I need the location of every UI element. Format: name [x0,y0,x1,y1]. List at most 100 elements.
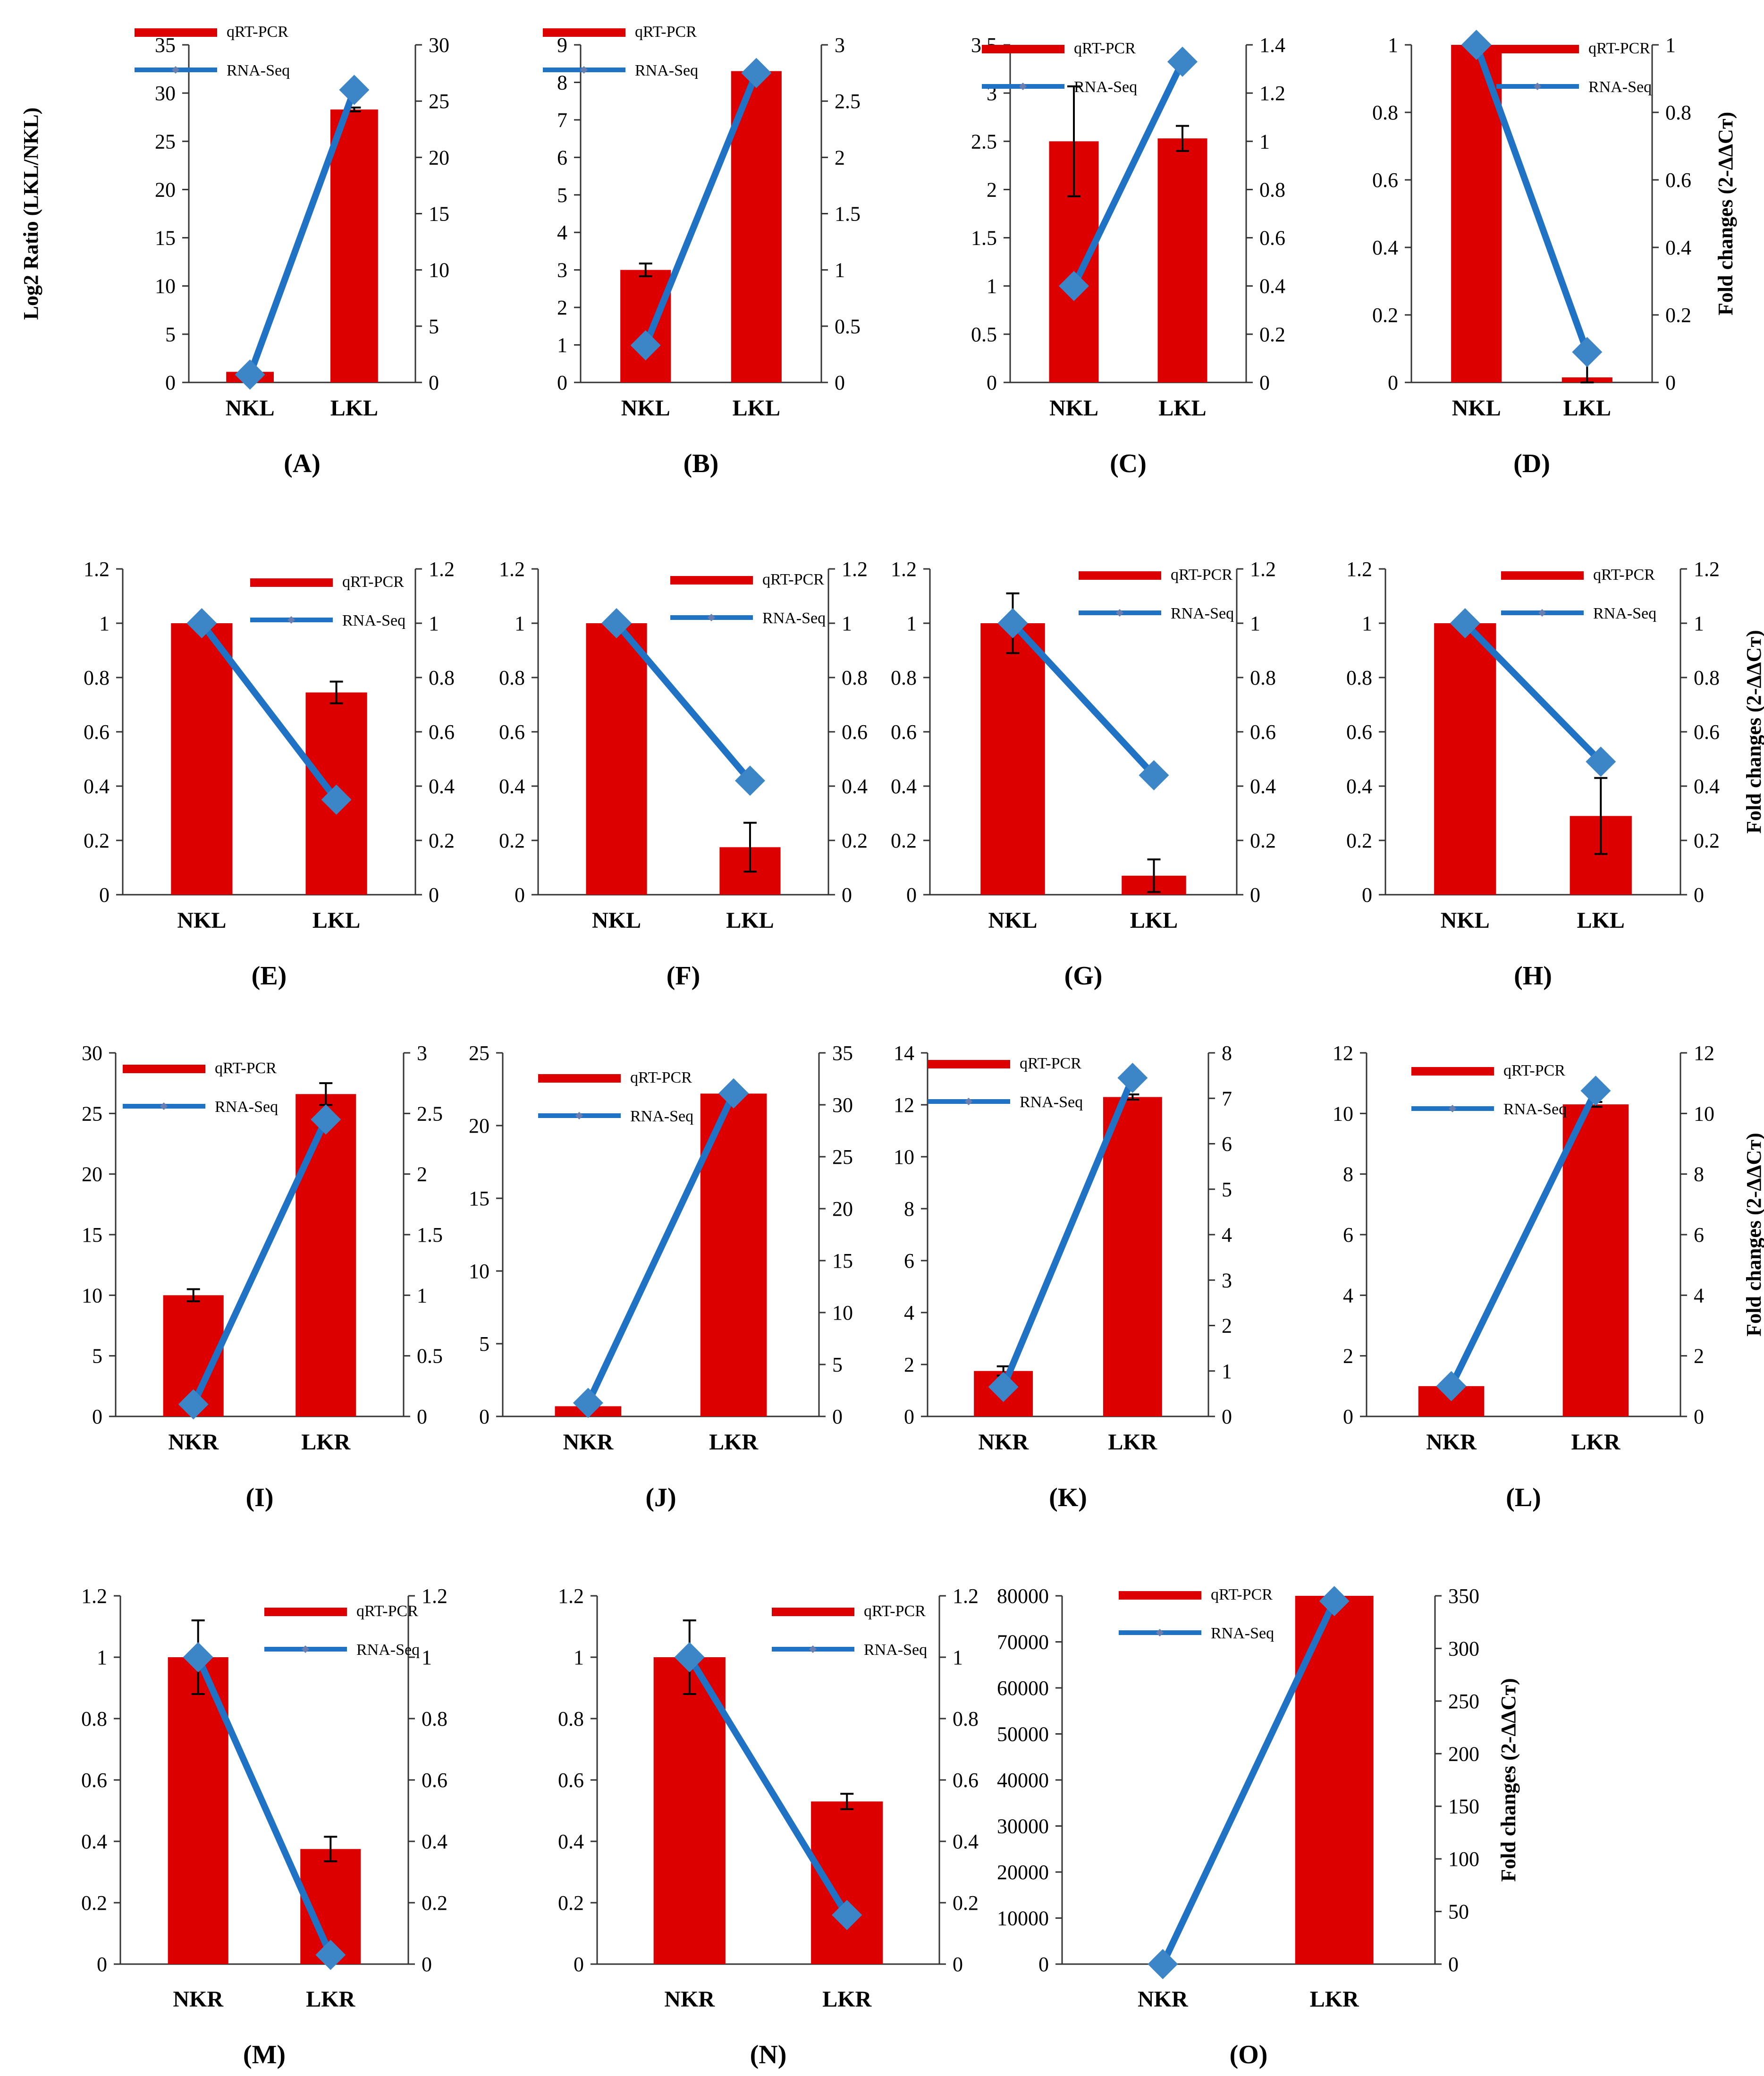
rna-seq-point-nkl [186,608,217,638]
rna-seq-line [686,1655,850,1917]
left-tick-label: 10 [894,1145,914,1169]
chart-panel-L: 0 2 4 6 8 10 12 0 2 4 6 8 10 12 NKR LKR qRT-PCR RNA-Seq (L… [1333,1042,1764,1512]
right-tick-label: 2.5 [417,1102,443,1125]
bar-lkr [811,1801,883,1964]
left-tick-label: 0.6 [81,1769,107,1792]
right-tick-label: 200 [1448,1742,1479,1765]
category-label: NKL [177,908,226,933]
category-label: LKL [1158,396,1206,421]
chart-panel-O: 0 10000 20000 30000 40000 50000 60000 70000 8000… [997,1585,1520,2069]
left-tick-label: 15 [82,1223,102,1246]
left-tick-label: 10 [1333,1102,1353,1125]
legend-bar-swatch [135,28,217,37]
legend-bar-swatch [982,45,1064,53]
left-tick-label: 6 [904,1249,914,1272]
left-tick-label: 3 [557,259,567,282]
rna-seq-point-lkr [1580,1076,1611,1106]
legend-bar-swatch [1119,1591,1201,1600]
rna-seq-point-nkr [573,1388,603,1418]
chart-panel-F: 0 0.2 0.4 0.6 0.8 1 1.2 0 0.2 0.4 0.6 0.8 1 1.2 NKL LKL… [499,558,868,991]
rna-seq-point-lkl [741,58,772,88]
right-tick-label: 0 [429,883,439,907]
left-tick-label: 1 [97,1646,107,1669]
left-tick-label: 60000 [997,1677,1049,1700]
rna-seq-point-lkl [1167,46,1198,77]
legend-line-marker [1019,83,1027,90]
right-tick-label: 0.2 [1259,323,1285,346]
right-tick-label: 1.2 [1259,82,1285,105]
right-tick-label: 8 [1694,1163,1704,1186]
right-tick-label: 0 [1694,1405,1704,1428]
left-tick-label: 2 [1343,1345,1353,1368]
left-tick-label: 5 [165,323,176,346]
rna-seq-point-lkr [315,1940,346,1970]
left-tick-label: 5 [557,184,567,207]
category-label: LKL [1563,396,1611,421]
rna-seq-point-lkr [1319,1586,1350,1617]
right-tick-label: 0 [1694,883,1704,907]
right-tick-label: 0.4 [953,1830,979,1853]
right-tick-label: 1 [1694,612,1704,635]
right-tick-label: 0 [953,1953,963,1976]
right-tick-label: 20 [429,146,449,169]
right-tick-label: 20 [832,1197,853,1220]
right-tick-label: 0 [422,1953,432,1976]
legend-line-marker [580,66,588,74]
category-label: NKR [168,1430,219,1455]
bar-lkl [1157,138,1207,383]
left-tick-label: 8 [1343,1163,1353,1186]
chart-panel-M: 0 0.2 0.4 0.6 0.8 1 1.2 0 0.2 0.4 0.6 0.8 1 1.2 NKR LKR… [81,1585,447,2069]
legend-bar-swatch [772,1608,854,1616]
left-tick-label: 20 [155,178,176,201]
right-tick-label: 300 [1448,1637,1479,1660]
right-tick-label: 3 [1222,1269,1232,1292]
right-tick-label: 0.4 [1694,775,1720,798]
legend-bar-swatch [1501,571,1584,580]
panel-label: (C) [1110,449,1147,478]
right-tick-label: 5 [1222,1178,1232,1201]
category-label: NKR [664,1987,715,2012]
left-tick-label: 80000 [997,1585,1049,1608]
left-tick-label: 0.6 [1372,169,1398,192]
rna-seq-point-lkl [1139,760,1169,790]
right-tick-label: 1 [1665,34,1676,57]
left-tick-label: 50000 [997,1723,1049,1746]
right-tick-label: 250 [1448,1690,1479,1713]
y-axis-title-right: Fold changes (2-ΔΔCт) [1742,1133,1764,1336]
legend-line-marker [1449,1105,1456,1112]
legend-qrt-pcr: qRT-PCR [1171,566,1232,584]
rna-seq-line [585,1092,737,1405]
rna-seq-point-nkr [183,1642,213,1672]
category-label: NKL [226,396,275,421]
left-tick-label: 25 [469,1042,490,1065]
right-tick-label: 0 [832,1405,843,1428]
left-tick-label: 6 [557,146,567,169]
right-tick-label: 15 [429,203,449,226]
left-tick-label: 2 [987,178,997,201]
right-tick-label: 6 [1694,1223,1704,1246]
rna-seq-point-lkr [832,1900,862,1930]
category-label: LKL [330,396,378,421]
right-tick-label: 0.2 [429,829,455,852]
chart-panel-B: 0 1 2 3 4 5 6 7 8 9 0 0.5 1 1.5 2 2.5 3 NKL LKL qRT-PCR RNA-… [543,23,861,478]
category-label: LKR [822,1987,872,2012]
rna-seq-point-lkr [1117,1062,1148,1093]
bar-nkl [171,623,233,895]
category-label: LKL [1130,908,1178,933]
right-tick-label: 7 [1222,1087,1232,1110]
category-label: NKL [988,908,1037,933]
left-tick-label: 1.2 [891,558,917,581]
right-tick-label: 0.2 [1665,304,1691,327]
left-tick-label: 0 [1362,883,1372,907]
rna-seq-line [1462,621,1604,764]
left-tick-label: 0.8 [1372,101,1398,124]
rna-seq-point-nkl [1461,30,1492,60]
category-label: NKL [1441,908,1490,933]
rna-seq-line [190,1118,329,1406]
right-tick-label: 1 [1222,1360,1232,1383]
category-label: NKR [978,1430,1029,1455]
right-tick-label: 0 [842,883,852,907]
right-tick-label: 0 [417,1405,427,1428]
legend-qrt-pcr: qRT-PCR [215,1059,277,1077]
right-tick-label: 0.6 [842,720,868,744]
